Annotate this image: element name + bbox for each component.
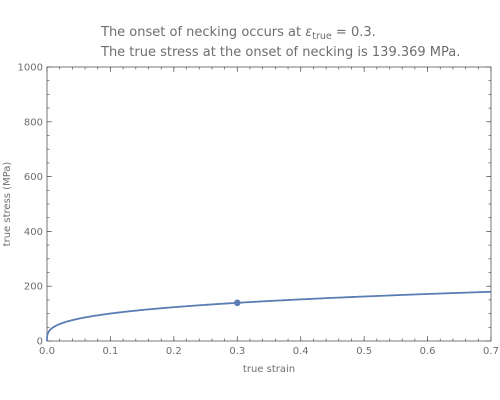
x-tick-label: 0.6	[420, 346, 436, 357]
x-tick-label: 0.5	[356, 346, 372, 357]
x-tick-label: 0.3	[229, 346, 245, 357]
plot-frame	[46, 66, 492, 342]
y-tick-label: 1000	[18, 63, 43, 74]
x-tick-label: 0.4	[293, 346, 309, 357]
y-tick-label: 400	[24, 227, 43, 238]
necking-strain-caption: The onset of necking occurs at εtrue = 0…	[100, 25, 376, 42]
y-tick-label: 600	[24, 172, 43, 183]
y-tick-label: 800	[24, 117, 43, 128]
y-axis-label: true stress (MPa)	[2, 162, 13, 247]
necking-points	[233, 299, 241, 307]
necking-point	[233, 299, 241, 307]
x-tick-label: 0.0	[39, 346, 55, 357]
x-tick-label: 0.1	[102, 346, 118, 357]
axis-tick-labels: 0.0 0.1 0.2 0.3 0.4 0.5 0.6 0.7 0 200 400 600 800 100…	[18, 63, 499, 358]
x-tick-label: 0.7	[483, 346, 499, 357]
y-tick-label: 0	[37, 337, 43, 348]
x-tick-label: 0.2	[166, 346, 182, 357]
x-axis-label: true strain	[243, 364, 295, 375]
stress-strain-curve	[46, 290, 492, 341]
axis-ticks	[46, 66, 492, 342]
necking-stress-caption: The true stress at the onset of necking …	[100, 45, 460, 60]
y-tick-label: 200	[24, 282, 43, 293]
